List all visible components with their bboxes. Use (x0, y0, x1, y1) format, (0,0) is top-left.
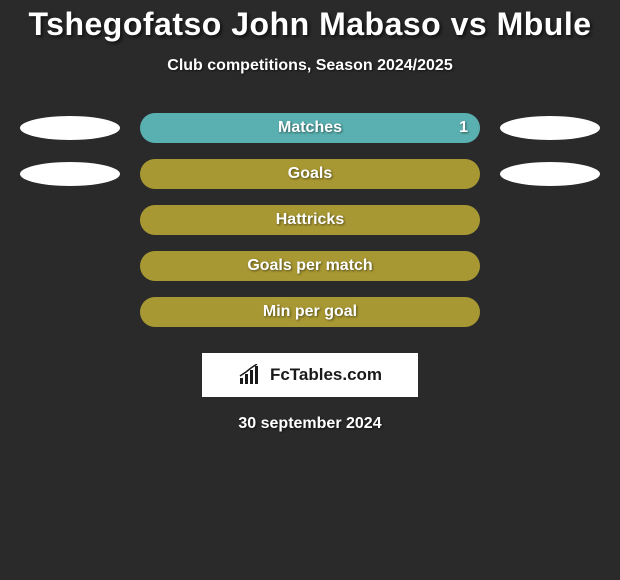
stat-label: Hattricks (276, 211, 344, 229)
stat-row: Goals (0, 151, 620, 197)
stat-label: Matches (278, 119, 342, 137)
stat-bar: Goals (140, 159, 480, 189)
logo-text: FcTables.com (270, 365, 382, 385)
left-value-ellipse (20, 162, 120, 186)
stat-value-right: 1 (459, 119, 468, 137)
right-value-ellipse (500, 116, 600, 140)
snapshot-date: 30 september 2024 (0, 415, 620, 433)
fctables-logo: FcTables.com (202, 353, 418, 397)
stat-label: Goals per match (247, 257, 372, 275)
stat-bar: Matches 1 (140, 113, 480, 143)
stat-row: Matches 1 (0, 105, 620, 151)
stat-bar: Hattricks (140, 205, 480, 235)
stat-row: Goals per match (0, 243, 620, 289)
comparison-title: Tshegofatso John Mabaso vs Mbule (0, 0, 620, 43)
stat-bar: Min per goal (140, 297, 480, 327)
stat-row: Min per goal (0, 289, 620, 335)
stat-label: Goals (288, 165, 332, 183)
left-value-ellipse (20, 116, 120, 140)
right-value-ellipse (500, 162, 600, 186)
stat-bar: Goals per match (140, 251, 480, 281)
stat-label: Min per goal (263, 303, 357, 321)
stat-rows: Matches 1 Goals Hattricks Goals per matc… (0, 105, 620, 335)
stat-row: Hattricks (0, 197, 620, 243)
comparison-subtitle: Club competitions, Season 2024/2025 (0, 57, 620, 75)
bar-chart-icon (238, 364, 264, 386)
